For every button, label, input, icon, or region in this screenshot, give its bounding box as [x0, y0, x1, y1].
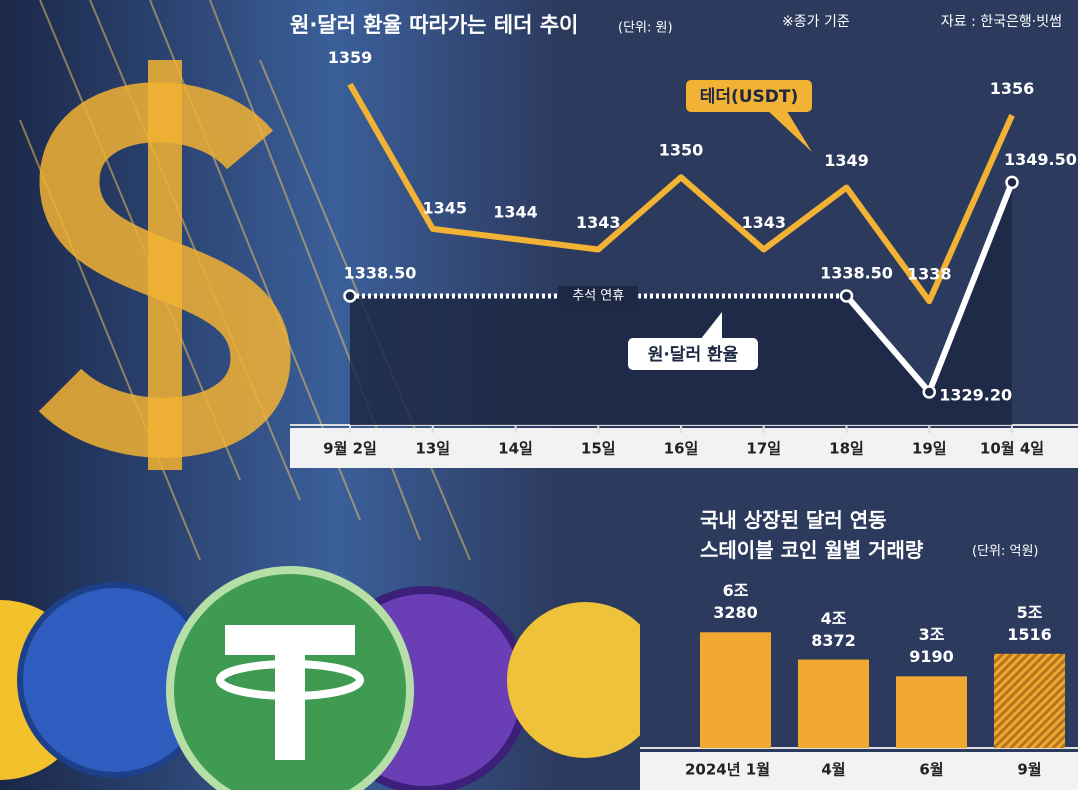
value-label: 1345 — [422, 198, 467, 217]
value-label: 1344 — [493, 203, 538, 222]
point — [839, 289, 854, 303]
x-tick-label: 16일 — [664, 440, 699, 458]
legend-pointer — [765, 108, 812, 152]
x-label-band — [640, 752, 1078, 790]
legend-box — [686, 80, 812, 112]
annotation-bg — [558, 285, 639, 306]
x-tick-label: 4월 — [821, 761, 845, 779]
x-tick-label: 9월 2일 — [323, 440, 377, 458]
note: ※종가 기준 — [782, 14, 850, 30]
x-tick-label: 13일 — [415, 440, 450, 458]
source: 자료 : 한국은행·빗썸 — [941, 14, 1062, 30]
value-label: 6조 3280 — [713, 581, 758, 623]
unit-label: (단위: 원) — [618, 21, 673, 36]
legend-pointer — [700, 312, 722, 340]
bar — [798, 659, 869, 748]
x-tick-label: 18일 — [829, 440, 864, 458]
value-label: 1359 — [328, 48, 373, 67]
annotation: 추석 연휴 — [572, 288, 624, 303]
x-tick-label: 2024년 1월 — [685, 761, 770, 779]
x-tick-label: 19일 — [912, 440, 947, 458]
x-tick-label: 6월 — [919, 761, 943, 779]
bar — [896, 676, 967, 748]
point — [343, 289, 357, 303]
legend-label: 테더(USDT) — [700, 87, 799, 107]
unit-label: (단위: 억원) — [972, 544, 1039, 559]
value-label: 1338.50 — [820, 263, 893, 282]
x-tick-label: 9월 — [1017, 761, 1041, 779]
point — [1005, 175, 1019, 190]
rate-area — [350, 182, 1012, 425]
x-tick-label: 15일 — [581, 440, 616, 458]
value-label: 1343 — [576, 213, 621, 232]
legend-label: 원·달러 환율 — [648, 344, 739, 365]
value-label: 1356 — [990, 79, 1035, 98]
point — [922, 385, 936, 399]
value-label: 5조 1516 — [1007, 602, 1052, 644]
x-tick-label: 14일 — [498, 440, 533, 458]
chart-title: 원·달러 환율 따라가는 테더 추이 — [290, 13, 578, 37]
value-label: 4조 8372 — [811, 608, 856, 650]
tether-logo-ring — [216, 660, 364, 700]
x-tick-label: 17일 — [746, 440, 781, 458]
value-label: 1338.50 — [344, 263, 417, 282]
legend-box — [628, 338, 758, 370]
value-label: 1343 — [741, 213, 786, 232]
value-label: 1349.50 — [1004, 150, 1077, 169]
value-label: 1350 — [659, 141, 704, 160]
value-label: 1329.20 — [939, 385, 1012, 404]
value-label: 1338 — [907, 265, 952, 284]
series-line — [347, 82, 1015, 305]
bar-title: 국내 상장된 달러 연동 스테이블 코인 월별 거래량 — [700, 508, 924, 562]
value-label: 1349 — [824, 151, 869, 170]
bar — [994, 653, 1065, 748]
x-label-band — [290, 428, 1078, 468]
value-label: 3조 9190 — [909, 625, 954, 667]
bar — [700, 632, 771, 748]
coin — [507, 602, 663, 758]
x-tick-label: 10월 4일 — [980, 440, 1044, 458]
